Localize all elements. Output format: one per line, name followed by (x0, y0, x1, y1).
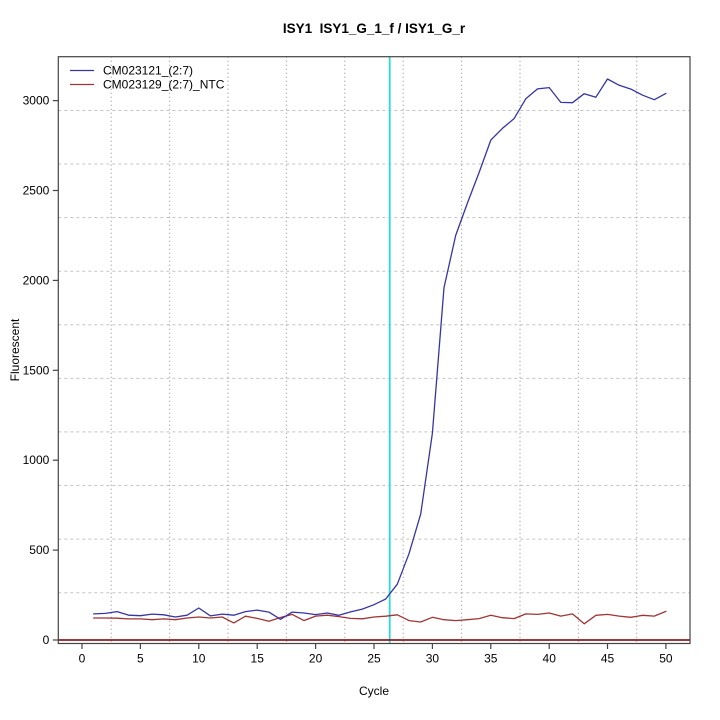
x-axis-title: Cycle (358, 684, 390, 698)
x-tick-label: 45 (601, 652, 615, 666)
x-tick-label: 5 (137, 652, 144, 666)
x-tick-label: 25 (367, 652, 381, 666)
y-tick-label: 1500 (23, 363, 50, 377)
x-axis-ticks: 0 5 10 15 20 25 30 35 40 45 50 (79, 643, 673, 666)
x-tick-label: 0 (79, 652, 86, 666)
x-tick-label: 15 (251, 652, 265, 666)
legend: CM023121_(2:7)CM023129_(2:7)_NTC (70, 64, 225, 92)
y-tick-label: 2000 (23, 273, 50, 287)
x-tick-label: 20 (309, 652, 323, 666)
x-tick-label: 40 (543, 652, 557, 666)
y-tick-label: 500 (29, 543, 49, 557)
y-axis-ticks: 0 500 1000 1500 2000 2500 3000 (23, 94, 59, 647)
chart-title: ISY1 ISY1_G_1_f / ISY1_G_r (282, 21, 466, 36)
gridlines (58, 56, 690, 644)
legend-label-1: CM023129_(2:7)_NTC (103, 78, 225, 92)
x-tick-label: 30 (426, 652, 440, 666)
y-tick-label: 3000 (23, 94, 50, 108)
x-tick-label: 10 (192, 652, 206, 666)
legend-label-0: CM023121_(2:7) (103, 64, 193, 78)
series-line-1 (93, 610, 667, 625)
x-tick-label: 35 (484, 652, 498, 666)
y-tick-label: 0 (43, 633, 50, 647)
y-tick-label: 2500 (23, 184, 50, 198)
y-tick-label: 1000 (23, 453, 50, 467)
x-tick-label: 50 (659, 652, 673, 666)
series-line-0 (93, 78, 667, 620)
plot-border (57, 56, 691, 645)
